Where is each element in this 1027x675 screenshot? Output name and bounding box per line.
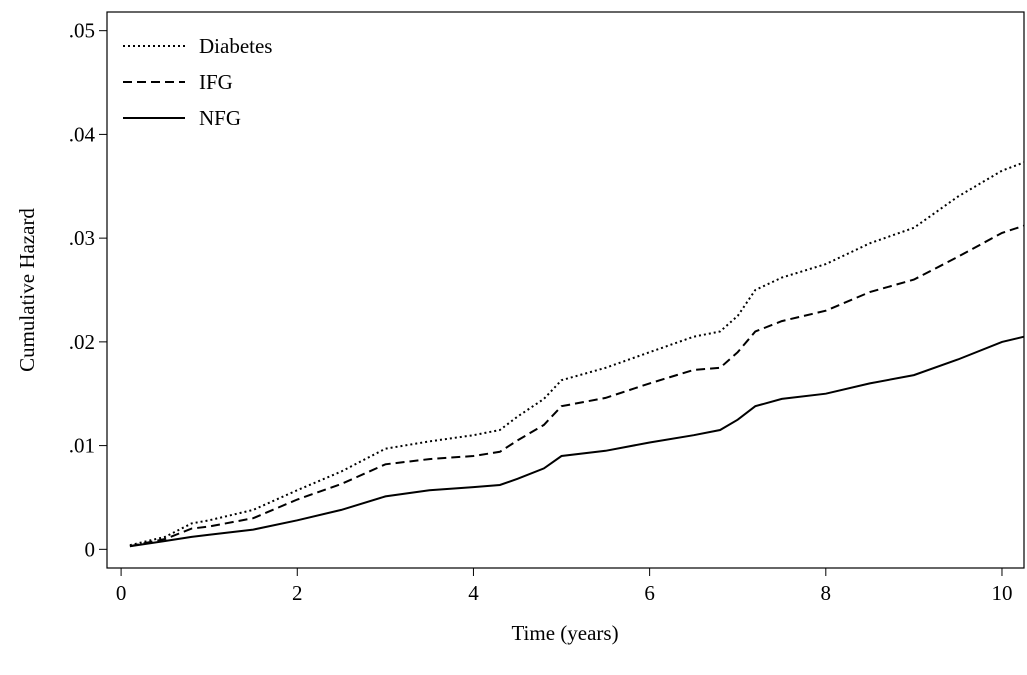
x-tick-label: 2 — [292, 581, 303, 605]
line-series — [129, 161, 1025, 547]
x-tick-label: 6 — [644, 581, 655, 605]
y-tick-label: .05 — [69, 19, 95, 43]
y-tick-label: 0 — [85, 537, 96, 561]
y-axis-label: Cumulative Hazard — [15, 208, 39, 372]
plot-frame — [106, 11, 1025, 569]
x-tick-label: 0 — [116, 581, 127, 605]
x-axis-label: Time (years) — [511, 621, 618, 645]
x-tick-label: 4 — [468, 581, 479, 605]
y-tick-label: .01 — [69, 434, 95, 458]
legend-label: IFG — [199, 70, 233, 94]
legend-label: NFG — [199, 106, 241, 130]
y-tick-label: .04 — [69, 122, 96, 146]
x-tick-label: 10 — [991, 581, 1012, 605]
y-tick-label: .02 — [69, 330, 95, 354]
line-series — [129, 224, 1025, 548]
legend-label: Diabetes — [199, 34, 272, 58]
y-tick-label: .03 — [69, 226, 95, 250]
x-tick-label: 8 — [821, 581, 832, 605]
line-series — [129, 335, 1025, 548]
